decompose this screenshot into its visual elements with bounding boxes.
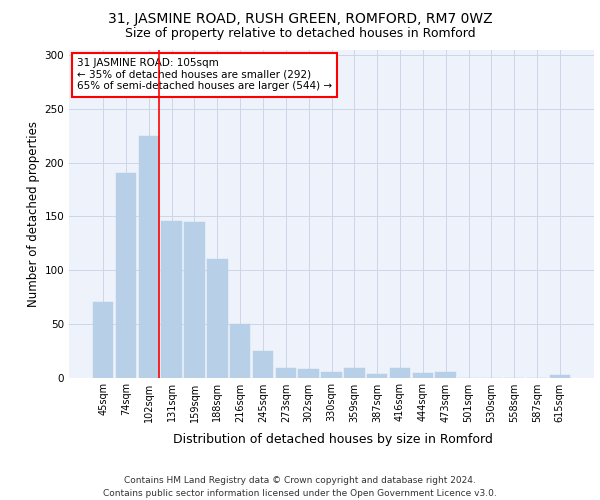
Bar [367, 374, 388, 378]
Bar [207, 260, 227, 378]
Bar [390, 368, 410, 378]
Text: Contains HM Land Registry data © Crown copyright and database right 2024.
Contai: Contains HM Land Registry data © Crown c… [103, 476, 497, 498]
Bar [253, 350, 273, 378]
Text: Distribution of detached houses by size in Romford: Distribution of detached houses by size … [173, 432, 493, 446]
Bar [550, 376, 570, 378]
Bar [184, 222, 205, 378]
Bar [436, 372, 456, 378]
Bar [321, 372, 342, 378]
Bar [116, 174, 136, 378]
Bar [230, 324, 250, 378]
Text: Size of property relative to detached houses in Romford: Size of property relative to detached ho… [125, 28, 475, 40]
Bar [344, 368, 365, 378]
Bar [413, 373, 433, 378]
Y-axis label: Number of detached properties: Number of detached properties [27, 120, 40, 306]
Bar [275, 368, 296, 378]
Bar [161, 220, 182, 378]
Bar [298, 369, 319, 378]
Bar [139, 136, 159, 378]
Text: 31 JASMINE ROAD: 105sqm
← 35% of detached houses are smaller (292)
65% of semi-d: 31 JASMINE ROAD: 105sqm ← 35% of detache… [77, 58, 332, 92]
Bar [93, 302, 113, 378]
Text: 31, JASMINE ROAD, RUSH GREEN, ROMFORD, RM7 0WZ: 31, JASMINE ROAD, RUSH GREEN, ROMFORD, R… [107, 12, 493, 26]
